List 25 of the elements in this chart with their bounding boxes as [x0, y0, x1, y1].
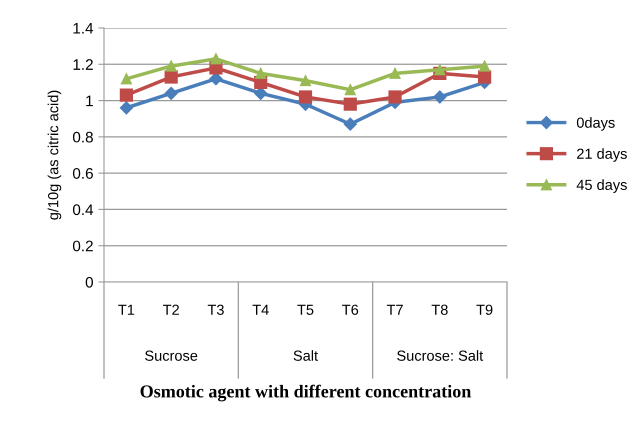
- text: Sucrose: Salt: [397, 350, 484, 361]
- y-axis-title: g/10g (as citric acid): [48, 90, 62, 220]
- x-tick-label: T8: [432, 304, 448, 315]
- legend-label: 0days: [576, 117, 615, 131]
- legend-label: 21 days: [577, 148, 627, 162]
- y-tick-label: 0.6: [72, 168, 93, 179]
- x-tick-label: T4: [252, 304, 269, 315]
- x-tick-label: T5: [297, 304, 314, 315]
- x-tick-label: T3: [208, 304, 224, 315]
- y-tick-label: 1.4: [74, 23, 94, 34]
- x-tick-label: T2: [162, 304, 179, 315]
- x-tick-label: T1: [118, 304, 134, 315]
- text: Salt: [294, 350, 318, 361]
- legend-label: 45 days: [576, 179, 627, 193]
- x-tick-label: T6: [342, 304, 358, 315]
- y-tick-label: 0.8: [72, 132, 93, 143]
- text: Sucrose: [145, 350, 198, 361]
- x-axis-title: Osmotic agent with different concentration: [140, 384, 472, 402]
- x-tick-label: T9: [476, 304, 492, 315]
- y-tick-label: 0.2: [72, 240, 93, 252]
- y-tick-label: 0: [86, 276, 93, 288]
- x-tick-label: T7: [386, 304, 403, 315]
- y-tick-label: 0.4: [72, 204, 94, 216]
- y-tick-label: 1: [86, 96, 93, 106]
- y-tick-label: 1.2: [74, 59, 93, 70]
